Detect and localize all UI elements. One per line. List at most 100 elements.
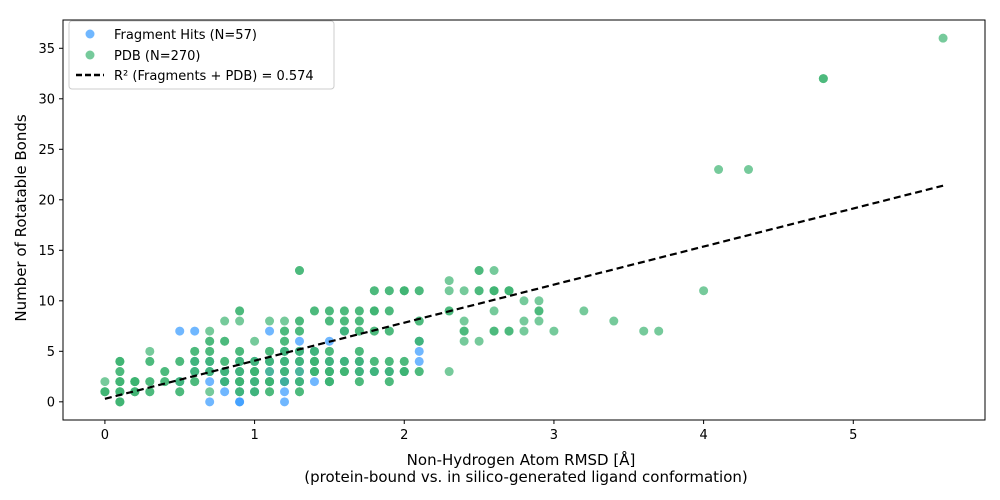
fragment-hit-point-15 <box>280 397 290 407</box>
pdb-point-238 <box>160 367 170 377</box>
pdb-point-57 <box>265 316 275 326</box>
regression-fit-line <box>104 184 944 400</box>
pdb-point-114 <box>414 286 424 296</box>
pdb-point-147 <box>654 326 664 336</box>
pdb-point-199 <box>399 286 409 296</box>
pdb-point-237 <box>175 387 185 397</box>
pdb-point-240 <box>130 377 140 387</box>
pdb-point-179 <box>280 356 290 366</box>
pdb-point-186 <box>399 356 409 366</box>
pdb-point-121 <box>459 316 469 326</box>
pdb-point-198 <box>384 306 394 316</box>
pdb-point-189 <box>250 377 260 387</box>
x-tick-label-5: 5 <box>849 428 857 443</box>
pdb-point-229 <box>324 316 334 326</box>
pdb-point-196 <box>354 316 364 326</box>
pdb-point-227 <box>534 306 544 316</box>
pdb-point-180 <box>309 346 319 356</box>
pdb-point-256 <box>339 306 349 316</box>
pdb-point-260 <box>324 367 334 377</box>
pdb-point-213 <box>250 367 260 377</box>
fragment-hit-point-7 <box>235 397 245 407</box>
pdb-point-249 <box>369 286 379 296</box>
pdb-point-246 <box>294 316 304 326</box>
pdb-point-149 <box>714 164 724 174</box>
pdb-point-243 <box>115 397 125 407</box>
plot-frame <box>62 19 986 421</box>
pdb-point-258 <box>384 377 394 387</box>
pdb-point-117 <box>444 286 454 296</box>
pdb-point-173 <box>145 377 155 387</box>
pdb-point-170 <box>369 356 379 366</box>
legend-box <box>68 20 335 90</box>
x-axis-ticks: 0 1 2 3 4 5 <box>101 420 857 443</box>
y-tick-label-10: 10 <box>38 294 55 309</box>
y-tick-label-20: 20 <box>38 193 55 208</box>
pdb-point-175 <box>205 346 215 356</box>
pdb-point-191 <box>280 367 290 377</box>
pdb-point-219 <box>354 346 364 356</box>
y-tick-label-0: 0 <box>47 395 55 410</box>
x-tick-label-1: 1 <box>250 428 258 443</box>
pdb-point-148 <box>699 286 709 296</box>
y-tick-label-30: 30 <box>38 92 55 107</box>
y-tick-label-15: 15 <box>38 244 55 259</box>
y-tick-label-5: 5 <box>47 345 55 360</box>
pdb-point-252 <box>414 336 424 346</box>
pdb-point-34 <box>205 326 215 336</box>
pdb-point-203 <box>309 356 319 366</box>
pdb-point-218 <box>339 367 349 377</box>
fragment-hit-point-54 <box>205 377 215 387</box>
fragment-hit-point-53 <box>309 377 319 387</box>
pdb-point-146 <box>639 326 649 336</box>
pdb-point-239 <box>145 356 155 366</box>
pdb-point-232 <box>250 387 260 397</box>
pdb-point-174 <box>190 346 200 356</box>
pdb-point-247 <box>339 326 349 336</box>
pdb-point-71 <box>294 266 304 276</box>
pdb-point-210 <box>205 356 215 366</box>
pdb-point-248 <box>354 306 364 316</box>
pdb-point-225 <box>489 286 499 296</box>
pdb-point-143 <box>549 326 559 336</box>
pdb-point-223 <box>459 326 469 336</box>
pdb-point-259 <box>354 377 364 387</box>
fragment-hit-point-2 <box>205 397 215 407</box>
pdb-point-222 <box>414 367 424 377</box>
pdb-point-194 <box>324 356 334 366</box>
x-tick-label-3: 3 <box>550 428 558 443</box>
fragment-hit-point-20 <box>294 336 304 346</box>
pdb-point-217 <box>324 377 334 387</box>
pdb-point-192 <box>294 356 304 366</box>
y-axis-label: Number of Rotatable Bonds <box>12 114 30 322</box>
legend-label-pdb: PDB (N=270) <box>114 49 200 64</box>
pdb-point-214 <box>265 377 275 387</box>
pdb-point-250 <box>384 286 394 296</box>
pdb-point-226 <box>504 286 514 296</box>
pdb-point-171 <box>384 367 394 377</box>
fragment-hit-point-4 <box>220 387 230 397</box>
pdb-point-165 <box>294 367 304 377</box>
pdb-point-47 <box>235 306 245 316</box>
pdb-point-45 <box>235 316 245 326</box>
pdb-point-139 <box>519 296 529 306</box>
pdb-point-244 <box>265 346 275 356</box>
fragment-hit-point-0 <box>175 326 185 336</box>
legend: Fragment Hits (N=57) PDB (N=270) R² (Fra… <box>68 20 335 90</box>
x-axis-label-line2: (protein-bound vs. in silico-generated l… <box>304 468 747 486</box>
pdb-point-215 <box>294 377 304 387</box>
pdb-point-2 <box>100 377 110 387</box>
points-layer <box>100 33 948 407</box>
pdb-point-154 <box>115 367 125 377</box>
pdb-point-128 <box>489 326 499 336</box>
pdb-point-181 <box>324 346 334 356</box>
pdb-point-251 <box>399 367 409 377</box>
pdb-point-208 <box>175 356 185 366</box>
pdb-point-118 <box>444 276 454 286</box>
pdb-point-185 <box>384 326 394 336</box>
fragment-hit-point-26 <box>414 346 424 356</box>
pdb-point-183 <box>354 356 364 366</box>
pdb-point-153 <box>938 33 948 43</box>
pdb-point-150 <box>744 164 754 174</box>
